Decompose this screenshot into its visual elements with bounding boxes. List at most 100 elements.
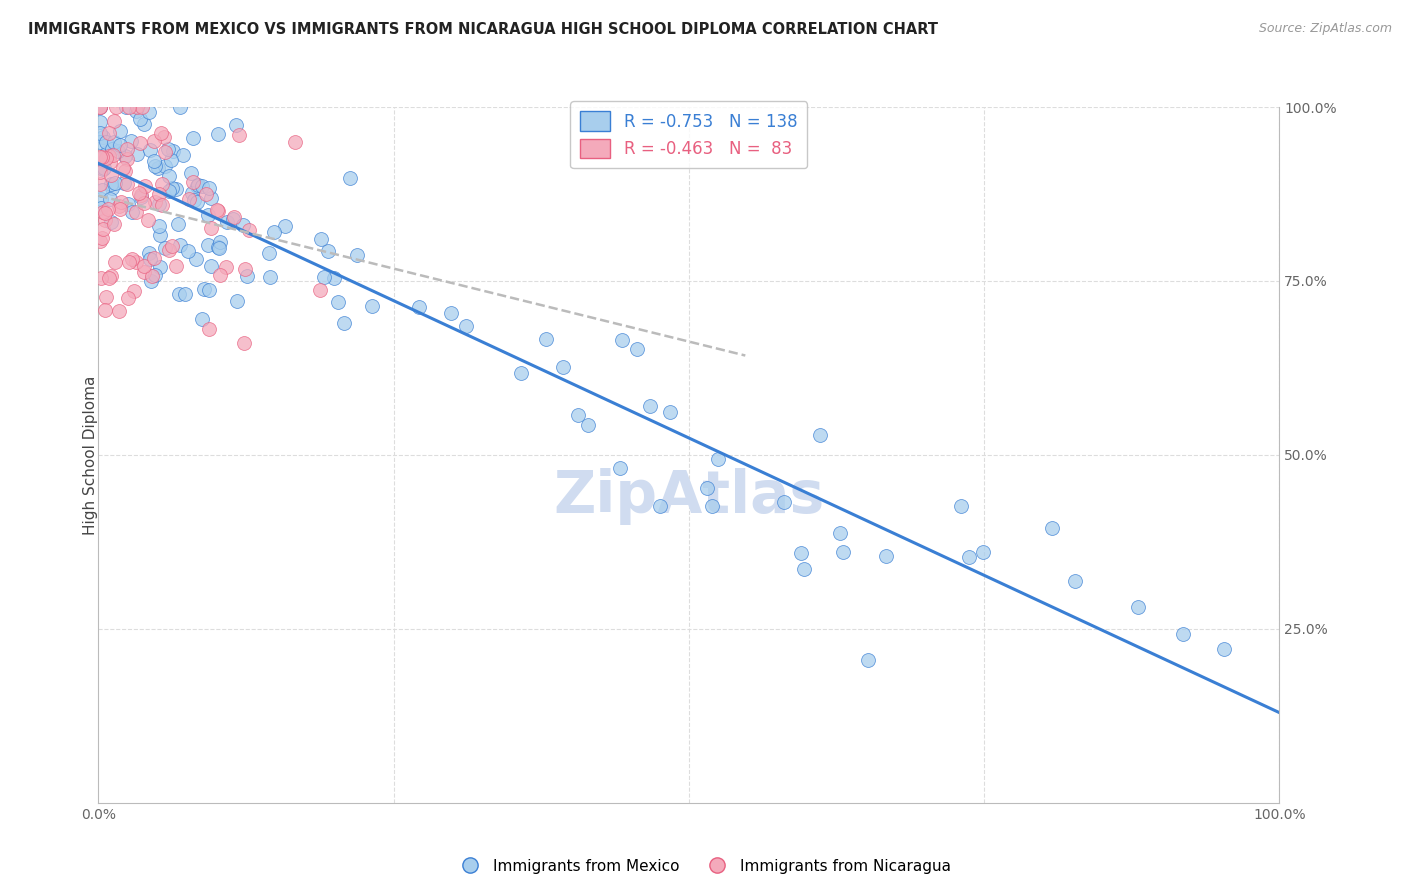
Point [856, 653, 879, 667]
Point [143, 153, 166, 168]
Point [89, 115, 111, 129]
Point [89, 100, 111, 114]
Point [108, 123, 131, 137]
Point [157, 243, 180, 257]
Point [143, 160, 166, 174]
Point [440, 306, 463, 320]
Point [89, 100, 111, 114]
Point [186, 194, 208, 209]
Point [153, 159, 176, 173]
Point [408, 300, 430, 314]
Point [181, 186, 204, 200]
Point [97, 271, 120, 285]
Point [333, 316, 356, 330]
Point [326, 295, 349, 310]
Point [108, 138, 131, 153]
Legend: R = -0.753   N = 138, R = -0.463   N =  83: R = -0.753 N = 138, R = -0.463 N = 83 [571, 102, 807, 169]
Point [193, 281, 215, 295]
Point [197, 283, 219, 297]
Point [235, 268, 257, 283]
Point [134, 264, 156, 278]
Point [167, 287, 190, 301]
Point [186, 179, 208, 194]
Point [259, 269, 281, 284]
Point [159, 153, 181, 167]
Point [138, 245, 160, 260]
Point [142, 252, 165, 266]
Point [172, 148, 194, 162]
Text: IMMIGRANTS FROM MEXICO VS IMMIGRANTS FROM NICARAGUA HIGH SCHOOL DIPLOMA CORRELAT: IMMIGRANTS FROM MEXICO VS IMMIGRANTS FRO… [28, 22, 938, 37]
Point [107, 144, 129, 158]
Point [208, 241, 231, 255]
Point [153, 145, 176, 159]
Point [217, 215, 239, 229]
Point [100, 168, 122, 182]
Point [650, 499, 672, 513]
Point [107, 199, 129, 213]
Point [153, 241, 176, 255]
Point [638, 399, 661, 413]
Point [129, 136, 152, 150]
Point [108, 202, 131, 217]
Point [89, 234, 111, 248]
Point [117, 197, 139, 211]
Point [112, 176, 135, 190]
Point [200, 221, 222, 235]
Point [456, 319, 478, 334]
Point [312, 270, 335, 285]
Point [609, 460, 631, 475]
Point [90, 182, 112, 196]
Point [157, 169, 180, 183]
Point [773, 495, 796, 509]
Point [166, 217, 188, 231]
Point [1126, 600, 1149, 615]
Point [551, 359, 574, 374]
Point [790, 546, 813, 560]
Point [93, 161, 115, 175]
Point [238, 223, 260, 237]
Point [181, 130, 204, 145]
Point [165, 182, 187, 196]
Point [94, 206, 117, 220]
Point [160, 239, 183, 253]
Point [207, 240, 229, 254]
Point [114, 163, 136, 178]
Point [184, 252, 207, 266]
Point [91, 222, 114, 236]
Point [169, 237, 191, 252]
Point [149, 227, 172, 242]
Point [200, 260, 222, 274]
Point [361, 299, 384, 313]
Point [90, 150, 112, 164]
Point [134, 179, 156, 194]
Point [696, 482, 718, 496]
Point [793, 562, 815, 576]
Point [950, 499, 973, 513]
Point [263, 225, 285, 239]
Legend: Immigrants from Mexico, Immigrants from Nicaragua: Immigrants from Mexico, Immigrants from … [449, 853, 957, 880]
Point [90, 151, 112, 165]
Point [90, 201, 112, 215]
Point [576, 417, 599, 432]
Point [832, 545, 855, 559]
Point [114, 100, 136, 114]
Point [222, 212, 245, 227]
Point [112, 161, 135, 175]
Point [103, 218, 125, 232]
Point [114, 148, 136, 162]
Point [146, 161, 169, 175]
Point [148, 219, 170, 233]
Point [96, 290, 118, 304]
Point [115, 142, 138, 156]
Point [957, 549, 980, 564]
Point [148, 197, 170, 211]
Point [131, 190, 153, 204]
Point [700, 499, 723, 513]
Point [91, 161, 114, 176]
Point [259, 246, 281, 260]
Point [233, 261, 256, 276]
Point [177, 192, 200, 206]
Point [208, 268, 231, 282]
Point [143, 194, 166, 209]
Point [100, 177, 122, 191]
